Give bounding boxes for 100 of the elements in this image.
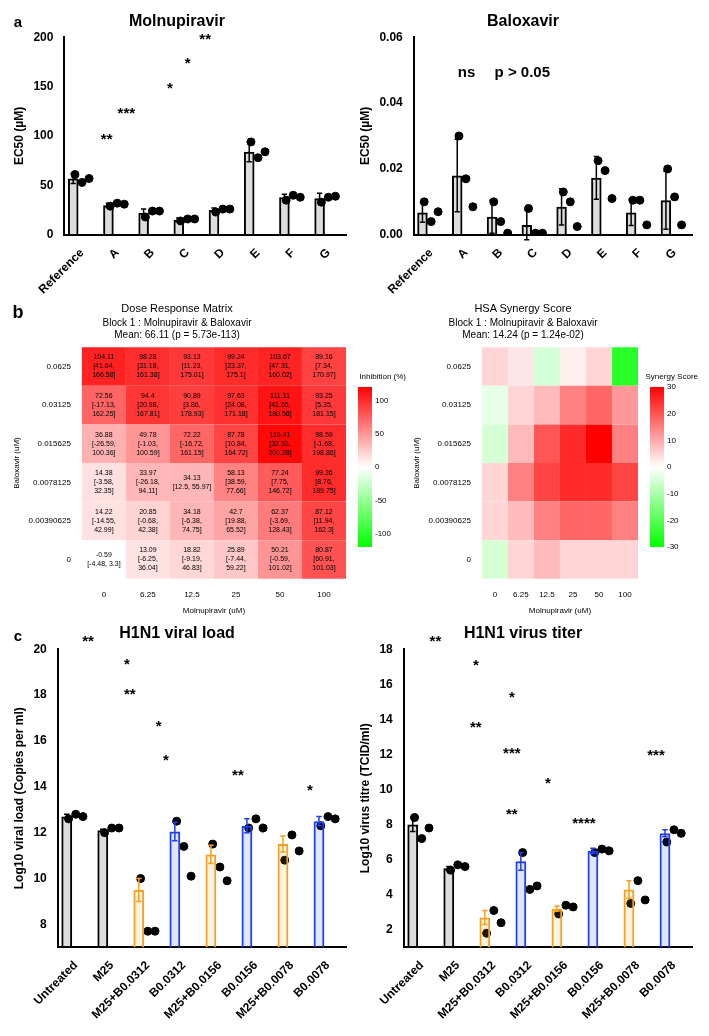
x-tick-label: C: [176, 245, 193, 262]
x-tick-label: 12.5: [184, 589, 201, 599]
y-tick-label: 0.00390625: [28, 516, 72, 526]
x-tick-label: E: [593, 245, 610, 262]
x-tick-label: 50: [594, 589, 604, 599]
x-tick-label: F: [629, 245, 645, 261]
chart-title: H1N1 viral load: [119, 624, 235, 642]
y-tick-label: 50: [40, 177, 54, 192]
x-tick-label: 25: [231, 589, 241, 599]
annotation: **: [232, 765, 244, 783]
chart-title: Molnupiravir: [128, 12, 226, 30]
x-tick-label: 50: [275, 589, 285, 599]
y-tick-label: 18: [379, 641, 394, 656]
y-tick-label: 2: [386, 922, 394, 937]
y-tick-label: 14: [379, 711, 394, 726]
chart-subtitle: Block 1 : Molnupiravir & Baloxavir Mean: 66.11 (p = 5.73e-113): [102, 316, 253, 340]
color-bar-label: 0: [667, 462, 672, 472]
color-bar-title: Inhibition (%): [359, 372, 407, 382]
annotation: *: [162, 751, 169, 769]
y-tick-label: 0.015625: [37, 438, 72, 448]
y-axis-title: Log10 virus titre (TCID/ml): [357, 723, 372, 874]
chart-title: HSA Synergy Score: [474, 301, 572, 314]
color-bar-label: -20: [667, 515, 680, 525]
x-tick-label: D: [211, 245, 228, 262]
y-tick-label: 4: [386, 886, 394, 901]
y-tick-label: 0.02: [379, 161, 404, 176]
color-bar-label: -10: [667, 488, 680, 498]
y-tick-label: 6: [386, 851, 394, 866]
x-tick-label: G: [662, 245, 680, 262]
y-tick-label: 0.015625: [437, 438, 472, 448]
x-axis-title: Molnupiravir (uM): [528, 606, 592, 616]
y-tick-label: 16: [379, 676, 394, 691]
y-tick-label: 0: [66, 554, 72, 564]
text: c: [13, 626, 23, 644]
y-tick-label: 20: [33, 641, 48, 656]
x-tick-label: 25: [568, 589, 578, 599]
y-tick-label: 10: [33, 870, 48, 885]
x-tick-label: G: [316, 245, 333, 262]
annotation: **: [82, 631, 95, 649]
annotation: ***: [647, 745, 665, 763]
y-tick-label: 0.0078125: [33, 477, 72, 487]
annotation: *: [544, 773, 551, 791]
y-tick-label: 150: [33, 78, 54, 93]
text: a: [13, 12, 23, 30]
y-axis-title: EC50 (µM): [11, 106, 26, 166]
x-tick-label: 6.25: [513, 589, 530, 599]
annotation: *: [184, 54, 191, 72]
annotation: ***: [117, 103, 136, 121]
color-bar-title: Synergy Score: [645, 372, 699, 382]
y-tick-label: 12: [33, 824, 48, 839]
y-tick-label: 14: [33, 779, 48, 794]
y-tick-label: 12: [379, 746, 394, 761]
x-tick-label: D: [558, 245, 575, 262]
x-tick-label: 6.25: [140, 589, 157, 599]
y-tick-label: 0.00390625: [428, 516, 472, 526]
y-tick-label: 0.03125: [41, 400, 72, 410]
y-tick-label: 100: [33, 128, 54, 143]
chart-title: H1N1 virus titer: [463, 624, 583, 642]
color-bar-label: -100: [375, 528, 392, 538]
y-tick-label: 0.0625: [446, 361, 472, 371]
annotation: ns: [457, 63, 476, 81]
y-tick-label: 0.03125: [441, 400, 472, 410]
color-bar-label: 10: [667, 435, 677, 445]
x-tick-label: 12.5: [539, 589, 556, 599]
x-axis-title: Molnupiravir (uM): [182, 606, 246, 616]
x-tick-label: C: [523, 245, 541, 262]
x-tick-label: E: [246, 245, 263, 262]
color-bar-label: 30: [667, 382, 677, 392]
annotation: **: [199, 29, 212, 47]
y-tick-label: 200: [33, 29, 54, 44]
y-tick-label: 18: [33, 687, 48, 702]
annotation: *: [155, 716, 162, 734]
annotation: **: [429, 631, 442, 649]
y-tick-label: 0.0078125: [433, 477, 472, 487]
color-bar-label: 20: [667, 408, 677, 418]
y-axis-title: EC50 (µM): [357, 106, 372, 166]
x-tick-label: F: [282, 245, 298, 261]
annotation: ****: [572, 813, 596, 831]
annotation: **: [506, 804, 518, 822]
chart-title: Baloxavir: [486, 12, 560, 30]
y-tick-label: 0: [466, 554, 472, 564]
annotation: ***: [503, 743, 521, 761]
y-tick-label: 0.04: [379, 95, 404, 110]
annotation: **: [469, 718, 482, 736]
color-bar-label: -50: [375, 495, 388, 505]
x-tick-label: B: [140, 245, 158, 262]
x-tick-label: 100: [618, 589, 633, 599]
annotation: *: [307, 780, 314, 798]
y-tick-label: 0: [46, 227, 54, 242]
annotation: p > 0.05: [494, 63, 550, 81]
y-tick-label: 8: [40, 916, 48, 931]
x-tick-label: A: [454, 245, 471, 262]
y-tick-label: 16: [33, 733, 48, 748]
annotation: **: [123, 685, 136, 703]
y-tick-label: 0.0625: [46, 361, 72, 371]
y-tick-label: 8: [386, 816, 394, 831]
text: b: [12, 301, 24, 322]
x-tick-label: B: [489, 245, 506, 262]
chart-subtitle: Block 1 : Molnupiravir & Baloxavir Mean: 14.24 (p = 1.24e-02): [448, 316, 599, 340]
y-tick-label: 0.06: [379, 29, 404, 44]
